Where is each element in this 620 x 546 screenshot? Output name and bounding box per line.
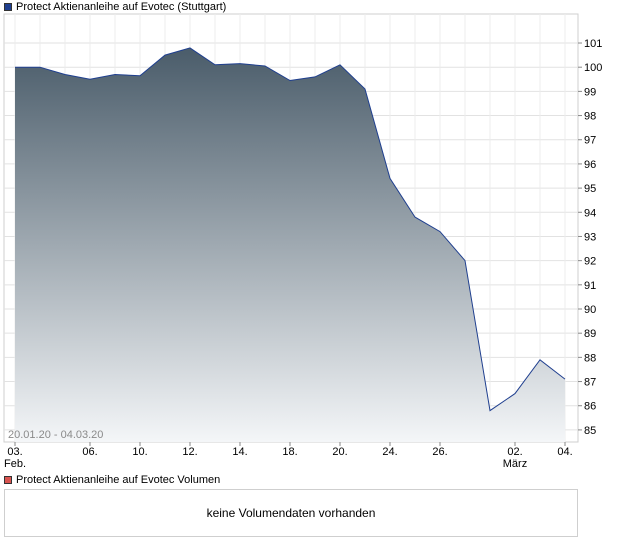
y-tick-label: 85 [584, 425, 596, 437]
y-tick-label: 88 [584, 352, 596, 364]
y-tick-label: 97 [584, 135, 596, 147]
x-tick-label: 03. [7, 446, 22, 458]
y-tick-label: 99 [584, 86, 596, 98]
x-tick-label: 04. [557, 446, 572, 458]
y-tick-label: 90 [584, 304, 596, 316]
price-chart: 85 86 87 88 89 90 91 92 93 94 95 96 97 98 99 100 101 03.… [3, 13, 602, 470]
date-range-label: 20.01.20 - 04.03.20 [8, 429, 103, 441]
volume-legend-label: Protect Aktienanleihe auf Evotec Volumen [16, 474, 221, 486]
x-tick-label: 06. [82, 446, 97, 458]
y-tick-label: 92 [584, 256, 596, 268]
volume-panel: keine Volumendaten vorhanden [4, 489, 578, 537]
y-tick-label: 91 [584, 280, 596, 292]
x-tick-label: 20. [332, 446, 347, 458]
x-tick-label: 10. [132, 446, 147, 458]
y-tick-label: 87 [584, 377, 596, 389]
x-tick-label: 02. [507, 446, 522, 458]
volume-empty-message: keine Volumendaten vorhanden [206, 506, 376, 520]
x-axis-ticks: 03.Feb. 06. 10. 12. 14. 18. 20. 24. 26. 02.März 04… [4, 442, 573, 470]
y-tick-label: 95 [584, 183, 596, 195]
x-tick-label: 26. [432, 446, 447, 458]
y-tick-label: 100 [584, 62, 602, 74]
price-legend-label: Protect Aktienanleihe auf Evotec (Stuttg… [16, 1, 227, 13]
price-legend-swatch [4, 3, 12, 11]
x-tick-label: 18. [282, 446, 297, 458]
price-legend: Protect Aktienanleihe auf Evotec (Stuttg… [4, 0, 226, 14]
x-tick-sublabel: März [503, 458, 527, 470]
y-tick-label: 98 [584, 111, 596, 123]
x-tick-label: 24. [382, 446, 397, 458]
price-area [15, 47, 565, 443]
y-axis-ticks: 85 86 87 88 89 90 91 92 93 94 95 96 97 98 99 100 101 [578, 38, 602, 437]
y-tick-label: 101 [584, 38, 602, 50]
x-tick-label: 12. [182, 446, 197, 458]
y-tick-label: 89 [584, 328, 596, 340]
x-tick-sublabel: Feb. [4, 458, 26, 470]
y-tick-label: 94 [584, 207, 596, 219]
price-line [15, 47, 566, 412]
y-tick-label: 96 [584, 159, 596, 171]
volume-legend: Protect Aktienanleihe auf Evotec Volumen [4, 473, 220, 487]
y-tick-label: 86 [584, 401, 596, 413]
y-tick-label: 93 [584, 231, 596, 243]
x-tick-label: 14. [232, 446, 247, 458]
volume-legend-swatch [4, 476, 12, 484]
